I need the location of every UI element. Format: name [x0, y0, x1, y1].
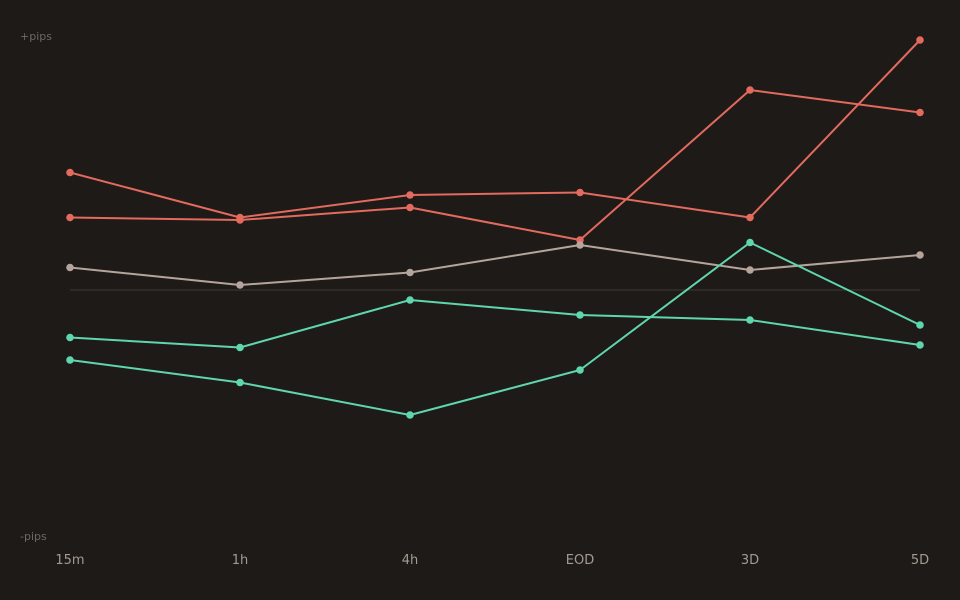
series-5: [66, 238, 924, 419]
series-4-point-EOD: [576, 311, 584, 319]
series-4-line: [69, 299, 921, 349]
series-4-point-3D: [746, 316, 754, 324]
series-2-point-5D: [916, 108, 924, 117]
series-3-point-3D: [746, 266, 754, 274]
series-1-point-5D: [916, 36, 924, 44]
series-2-point-3D: [746, 86, 754, 94]
series-1-point-EOD: [576, 188, 584, 197]
x-tick-label: 5D: [911, 553, 929, 568]
series-1-point-3D: [746, 213, 754, 222]
series-2-point-1h: [236, 216, 244, 224]
y-axis-top-label: +pips: [20, 30, 52, 43]
series-3-point-EOD: [576, 241, 584, 249]
series-2: [66, 86, 924, 244]
series-5-point-5D: [916, 321, 924, 329]
series-1: [66, 36, 924, 222]
series-4-point-4h: [406, 296, 414, 304]
y-axis-bottom-label: -pips: [20, 530, 47, 543]
series-5-point-15m: [66, 356, 74, 364]
series-4-point-1h: [236, 343, 244, 352]
series-2-point-15m: [66, 213, 74, 222]
x-tick-label: EOD: [566, 553, 594, 568]
series-5-point-3D: [746, 238, 754, 247]
series-4: [66, 296, 924, 352]
series-1-point-4h: [406, 191, 414, 199]
series-2-point-4h: [406, 203, 414, 212]
series-4-point-15m: [66, 333, 74, 342]
series-3-point-15m: [66, 263, 74, 272]
series-1-line: [69, 39, 921, 219]
series-3-point-5D: [916, 251, 924, 259]
x-tick-label: 4h: [402, 553, 419, 568]
x-tick-label: 1h: [232, 553, 249, 568]
series-3-line: [69, 244, 921, 286]
series-5-point-1h: [236, 378, 244, 387]
x-tick-label: 15m: [55, 553, 84, 568]
series-5-line: [69, 241, 921, 416]
series-1-point-15m: [66, 168, 74, 177]
series-2-line: [69, 89, 921, 241]
series-5-point-4h: [406, 411, 414, 419]
x-tick-label: 3D: [741, 553, 759, 568]
series-3: [66, 241, 924, 289]
series-3-point-4h: [406, 268, 414, 277]
series-4-point-5D: [916, 341, 924, 349]
series-3-point-1h: [236, 281, 244, 289]
series-5-point-EOD: [576, 366, 584, 374]
